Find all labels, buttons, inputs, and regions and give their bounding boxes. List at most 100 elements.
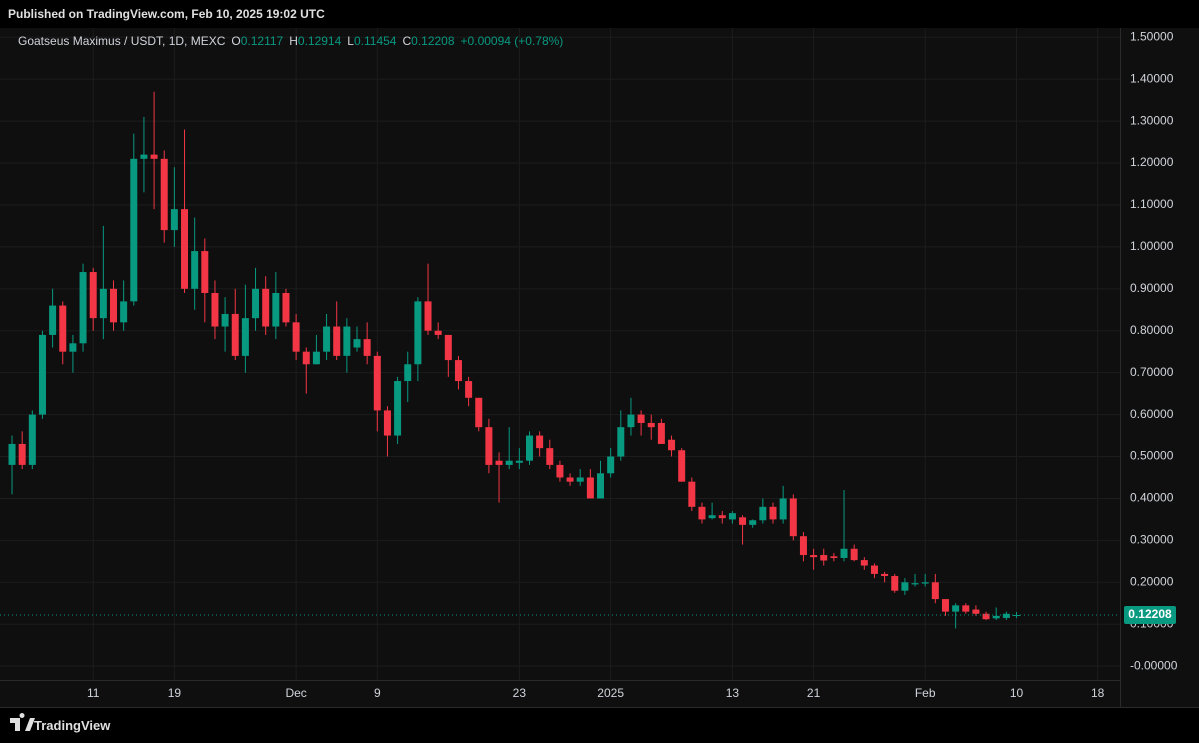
legend-change: +0.00094 (+0.78%) bbox=[461, 34, 564, 48]
candle-body bbox=[59, 305, 67, 352]
candle-body bbox=[363, 339, 371, 356]
candle-body bbox=[201, 251, 209, 293]
candle-body bbox=[830, 556, 838, 558]
candle-body bbox=[302, 351, 310, 365]
candle-body bbox=[69, 343, 77, 352]
candle-body bbox=[515, 460, 523, 463]
y-tick-label: 1.50000 bbox=[1130, 29, 1174, 43]
candle-body bbox=[181, 209, 189, 289]
candle-body bbox=[789, 498, 797, 537]
candle-body bbox=[718, 515, 726, 519]
candle-body bbox=[170, 209, 178, 231]
candle-body bbox=[576, 477, 584, 482]
candle-body bbox=[18, 443, 26, 465]
candle-body bbox=[394, 381, 402, 436]
candle-body bbox=[383, 410, 391, 436]
legend-key: C bbox=[402, 34, 411, 48]
publish-bar: Published on TradingView.com, Feb 10, 20… bbox=[0, 0, 1199, 28]
x-tick-label: 18 bbox=[1091, 686, 1105, 700]
candle-body bbox=[708, 515, 716, 519]
candle-body bbox=[941, 599, 949, 612]
candle-body bbox=[495, 460, 503, 465]
candle-body bbox=[353, 339, 361, 348]
candle-body bbox=[627, 414, 635, 428]
x-tick-label: 21 bbox=[807, 686, 821, 700]
candle-body bbox=[292, 322, 300, 352]
grid bbox=[0, 28, 1120, 680]
x-tick-label: 19 bbox=[168, 686, 182, 700]
y-tick-label: 1.20000 bbox=[1130, 155, 1174, 169]
candle-body bbox=[799, 536, 807, 556]
candle-body bbox=[231, 313, 239, 356]
x-tick-label: 23 bbox=[513, 686, 527, 700]
candle-body bbox=[536, 435, 544, 449]
candle-body bbox=[952, 605, 960, 612]
candle-body bbox=[424, 301, 432, 331]
candle-body bbox=[475, 397, 483, 428]
logo-shape bbox=[10, 713, 35, 731]
candle-body bbox=[38, 334, 46, 415]
candle-body bbox=[485, 427, 493, 465]
candle-body bbox=[911, 583, 919, 585]
legend-key: L bbox=[347, 34, 354, 48]
candle-body bbox=[404, 364, 412, 382]
candle-body bbox=[739, 517, 747, 525]
candle-body bbox=[282, 292, 290, 323]
candle-body bbox=[434, 330, 442, 335]
candle-body bbox=[749, 520, 757, 525]
y-tick-label: 1.40000 bbox=[1130, 71, 1174, 85]
candle-body bbox=[49, 305, 57, 335]
legend-value: 0.11454 bbox=[354, 34, 397, 48]
y-tick-label: 0.90000 bbox=[1130, 281, 1174, 295]
chart-background bbox=[0, 28, 1199, 708]
candle-body bbox=[262, 288, 270, 327]
candle-body bbox=[982, 613, 990, 620]
candle-body bbox=[698, 506, 706, 520]
candle-body bbox=[921, 582, 929, 584]
legend: Goatseus Maximus / USDT, 1D, MEXC O0.1211… bbox=[18, 34, 563, 48]
x-tick-label: 10 bbox=[1010, 686, 1024, 700]
candle-body bbox=[607, 456, 615, 474]
candle-body bbox=[89, 272, 97, 319]
legend-value: 0.12208 bbox=[411, 34, 455, 48]
legend-key: O bbox=[231, 34, 240, 48]
x-tick-label: 9 bbox=[374, 686, 381, 700]
legend-key: H bbox=[289, 34, 298, 48]
labels: -0.000000.100000.200000.300000.400000.50… bbox=[18, 29, 1178, 700]
candle-body bbox=[992, 615, 1000, 619]
y-tick-label: 0.80000 bbox=[1130, 323, 1174, 337]
candle-body bbox=[810, 555, 818, 558]
candle-body bbox=[343, 326, 351, 356]
y-tick-label: 0.70000 bbox=[1130, 365, 1174, 379]
candle-body bbox=[891, 576, 899, 591]
candle-body bbox=[962, 605, 970, 612]
candle-body bbox=[972, 609, 980, 614]
y-tick-label: 1.30000 bbox=[1130, 113, 1174, 127]
last-price-tag bbox=[1124, 605, 1176, 624]
candle-body bbox=[617, 427, 625, 457]
candle-body bbox=[870, 565, 878, 574]
candle-body bbox=[414, 301, 422, 365]
candle-body bbox=[668, 439, 676, 451]
x-tick-label: Feb bbox=[915, 686, 936, 700]
candle-body bbox=[444, 334, 452, 361]
candle-body bbox=[556, 464, 564, 478]
y-tick-label: 0.50000 bbox=[1130, 449, 1174, 463]
y-tick-label: -0.00000 bbox=[1130, 658, 1178, 672]
x-tick-label: 13 bbox=[726, 686, 740, 700]
candle-body bbox=[109, 288, 117, 323]
candle-body bbox=[79, 272, 87, 344]
candle-body bbox=[8, 443, 16, 465]
x-tick-label: Dec bbox=[285, 686, 306, 700]
candle-body bbox=[252, 288, 260, 319]
candle-body bbox=[130, 158, 138, 302]
candle-body bbox=[850, 548, 858, 561]
candle-body bbox=[99, 288, 107, 319]
candle-body bbox=[881, 573, 889, 577]
candle-body bbox=[1002, 613, 1010, 618]
candle-body bbox=[931, 582, 939, 600]
candle-body bbox=[769, 506, 777, 520]
candle-body bbox=[688, 481, 696, 507]
x-tick-label: 11 bbox=[87, 686, 100, 700]
